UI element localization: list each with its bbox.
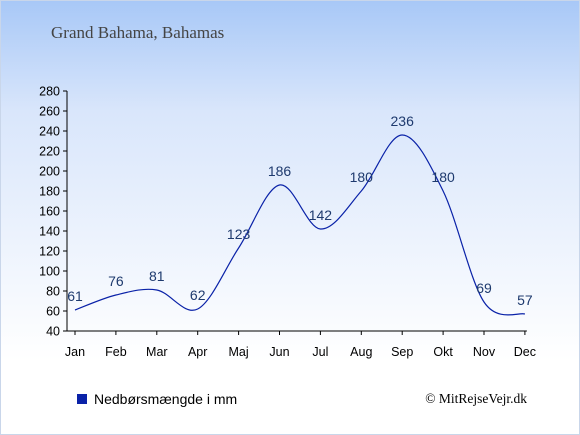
legend-swatch <box>77 394 87 404</box>
data-label: 142 <box>309 207 333 223</box>
y-tick-label: 40 <box>46 325 60 339</box>
x-tick-label: Okt <box>433 345 453 359</box>
x-tick-label: Dec <box>514 345 536 359</box>
data-label: 180 <box>350 169 374 185</box>
y-tick-label: 100 <box>39 265 60 279</box>
data-label: 180 <box>431 169 455 185</box>
data-point <box>155 289 158 292</box>
data-label: 62 <box>190 287 206 303</box>
data-point <box>237 247 240 250</box>
data-label: 81 <box>149 268 165 284</box>
y-tick-label: 220 <box>39 145 60 159</box>
legend-label: Nedbørsmængde i mm <box>94 391 237 407</box>
x-tick-label: Jun <box>269 345 289 359</box>
x-tick-label: Maj <box>229 345 249 359</box>
copyright-text: © MitRejseVejr.dk <box>425 391 527 407</box>
x-tick-label: Jan <box>65 345 85 359</box>
x-tick-label: Feb <box>105 345 127 359</box>
data-label: 186 <box>268 163 292 179</box>
y-tick-label: 140 <box>39 225 60 239</box>
y-tick-label: 240 <box>39 125 60 139</box>
data-point <box>114 294 117 297</box>
data-point <box>74 309 77 312</box>
data-label: 123 <box>227 226 251 242</box>
data-point <box>442 190 445 193</box>
legend: Nedbørsmængde i mm <box>77 391 237 407</box>
y-tick-label: 260 <box>39 105 60 119</box>
x-tick-label: Mar <box>146 345 168 359</box>
data-label: 76 <box>108 273 124 289</box>
data-label: 69 <box>476 280 492 296</box>
data-point <box>360 190 363 193</box>
y-tick-label: 180 <box>39 185 60 199</box>
y-tick-label: 120 <box>39 245 60 259</box>
y-tick-label: 80 <box>46 285 60 299</box>
data-label: 236 <box>391 113 415 129</box>
rainfall-series-line <box>75 135 525 315</box>
data-point <box>483 301 486 304</box>
data-label: 61 <box>67 288 83 304</box>
data-point <box>319 228 322 231</box>
data-point <box>401 134 404 137</box>
x-tick-label: Aug <box>350 345 372 359</box>
y-tick-label: 200 <box>39 165 60 179</box>
y-tick-label: 160 <box>39 205 60 219</box>
y-tick-label: 60 <box>46 305 60 319</box>
data-point <box>278 184 281 187</box>
x-tick-label: Nov <box>473 345 496 359</box>
data-point <box>523 313 526 316</box>
data-label: 57 <box>517 292 533 308</box>
x-tick-label: Apr <box>188 345 207 359</box>
data-point <box>196 308 199 311</box>
x-tick-label: Jul <box>312 345 328 359</box>
x-tick-label: Sep <box>391 345 413 359</box>
y-tick-label: 280 <box>39 85 60 99</box>
